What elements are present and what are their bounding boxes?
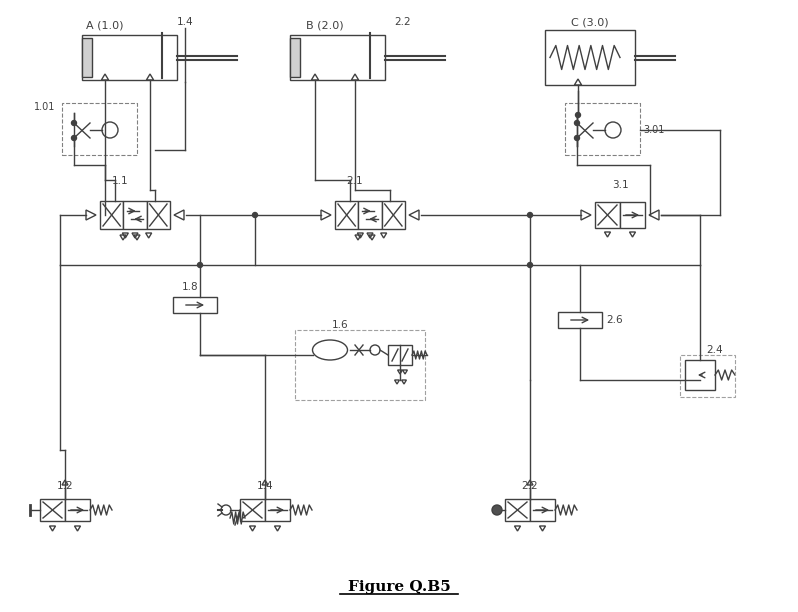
Text: B (2.0): B (2.0) xyxy=(306,20,344,30)
Text: 2.1: 2.1 xyxy=(346,176,363,186)
Circle shape xyxy=(252,212,258,217)
Bar xyxy=(685,360,715,390)
Text: 2.4: 2.4 xyxy=(707,345,723,355)
Circle shape xyxy=(575,113,580,118)
Circle shape xyxy=(492,505,502,515)
Circle shape xyxy=(72,135,77,141)
Bar xyxy=(265,499,290,521)
Bar xyxy=(290,38,300,77)
Text: 1.2: 1.2 xyxy=(57,481,73,491)
Text: 3.01: 3.01 xyxy=(643,125,665,135)
Bar xyxy=(40,499,65,521)
Circle shape xyxy=(72,121,77,125)
Bar xyxy=(505,499,530,521)
Bar xyxy=(290,35,385,80)
Bar xyxy=(240,499,265,521)
Text: 1.6: 1.6 xyxy=(332,320,348,330)
Bar xyxy=(545,30,635,85)
Bar xyxy=(100,201,124,229)
Text: 2.2: 2.2 xyxy=(395,17,411,27)
Text: 2.2: 2.2 xyxy=(522,481,539,491)
Bar xyxy=(82,35,177,80)
Bar xyxy=(565,103,640,155)
Bar xyxy=(620,202,645,228)
Bar xyxy=(62,103,137,155)
Text: 1.1: 1.1 xyxy=(112,176,128,186)
Text: 1.4: 1.4 xyxy=(176,17,193,27)
Circle shape xyxy=(575,121,579,125)
Circle shape xyxy=(575,135,579,141)
Bar xyxy=(65,499,90,521)
Text: 3.1: 3.1 xyxy=(612,180,628,190)
Text: C (3.0): C (3.0) xyxy=(571,17,609,27)
Text: Figure Q.B5: Figure Q.B5 xyxy=(348,580,450,594)
Text: A (1.0): A (1.0) xyxy=(86,20,124,30)
Bar xyxy=(173,297,217,313)
Bar xyxy=(595,202,620,228)
Bar xyxy=(558,312,602,328)
Bar xyxy=(124,201,147,229)
Circle shape xyxy=(527,263,532,267)
Bar xyxy=(530,499,555,521)
Text: 1.8: 1.8 xyxy=(182,282,199,292)
Text: 1.4: 1.4 xyxy=(257,481,273,491)
Bar xyxy=(147,201,170,229)
Bar xyxy=(335,201,358,229)
Circle shape xyxy=(197,263,203,267)
Text: 1.01: 1.01 xyxy=(34,102,55,112)
Bar xyxy=(295,330,425,400)
Circle shape xyxy=(527,212,532,217)
Bar xyxy=(82,38,92,77)
Bar xyxy=(358,201,381,229)
Text: 2.6: 2.6 xyxy=(606,315,622,325)
Bar xyxy=(381,201,405,229)
Bar xyxy=(680,355,735,397)
Bar xyxy=(388,345,412,365)
